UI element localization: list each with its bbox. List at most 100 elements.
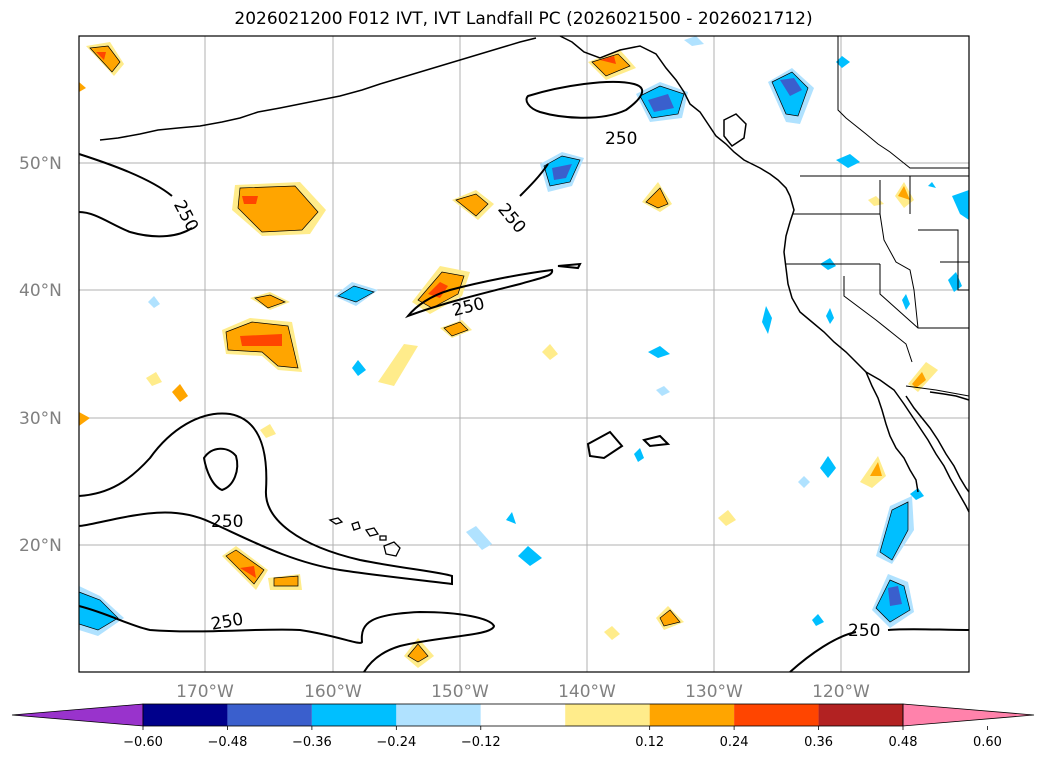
contour-line	[586, 430, 624, 460]
positive-blob	[273, 575, 299, 587]
negative-blob	[518, 546, 542, 566]
positive-blob	[428, 282, 448, 298]
lon-label: 150°W	[431, 682, 489, 702]
ivt-250-contours	[78, 80, 970, 673]
positive-blob	[659, 609, 681, 627]
baja-peninsula	[865, 371, 919, 493]
positive-blob	[242, 196, 258, 204]
positive-blob	[645, 187, 669, 209]
lon-label: 130°W	[685, 682, 743, 702]
political-borders	[786, 36, 970, 397]
colorbar-tick-label: 0.12	[635, 735, 664, 750]
negative-blob	[836, 56, 850, 68]
colorbar-segment	[649, 704, 735, 726]
us-west-coast	[783, 195, 970, 513]
contour-line	[78, 211, 193, 238]
positive-blob	[604, 626, 620, 640]
positive-blob	[237, 185, 319, 233]
colorbar-tick-label: 0.36	[804, 735, 833, 750]
island	[379, 535, 387, 541]
colorbar-frame	[142, 703, 904, 727]
colorbar-tick-label: −0.36	[292, 735, 332, 750]
colorbar-tick-label: −0.12	[461, 735, 501, 750]
colorbar-segment	[396, 704, 481, 726]
lat-label: 30°N	[19, 409, 62, 429]
negative-blob	[910, 488, 924, 500]
positive-blob	[79, 82, 86, 92]
nevada-border	[879, 264, 969, 329]
positive-blob	[240, 566, 256, 578]
positive-blob	[96, 52, 106, 60]
state-line-2	[918, 229, 959, 262]
contour-line	[519, 163, 549, 197]
island	[364, 527, 380, 537]
negative-blob	[928, 182, 936, 188]
mexico-coast	[929, 391, 970, 401]
contour-line	[887, 628, 970, 631]
coastlines	[99, 35, 970, 513]
alaska-canada-border	[837, 36, 969, 169]
colorbar-tick-label: 0.24	[720, 735, 749, 750]
negative-blob	[506, 512, 516, 524]
island	[351, 521, 361, 531]
colorbar-tick-label: −0.48	[208, 735, 248, 750]
positive-blob	[912, 372, 926, 388]
negative-blob	[780, 78, 802, 96]
negative-blob	[352, 360, 366, 376]
negative-blob	[820, 456, 836, 478]
positive-blob	[718, 510, 736, 526]
lon-label: 160°W	[304, 682, 362, 702]
negative-blob	[148, 296, 160, 308]
positive-blob	[443, 321, 469, 337]
negative-blob	[879, 501, 909, 561]
map-frame	[78, 35, 970, 673]
chart-title: 2026021200 F012 IVT, IVT Landfall PC (20…	[234, 9, 813, 29]
negative-blob	[634, 448, 644, 462]
negative-blob	[552, 164, 572, 180]
colorbar-tick-label: 0.60	[973, 735, 1002, 750]
us-mexico-border	[905, 385, 970, 397]
island	[328, 517, 344, 525]
positive-blob	[407, 643, 429, 663]
contour-label: 250	[605, 129, 637, 149]
aleutian-islands	[99, 37, 537, 141]
positive-blob	[870, 462, 882, 476]
contour-line	[789, 631, 857, 673]
gridlines	[79, 36, 969, 672]
colorbar-segment	[143, 704, 228, 726]
lon-label: 120°W	[812, 682, 870, 702]
contour-line	[642, 434, 671, 448]
latitude-labels: 50°N 40°N 30°N 20°N	[19, 154, 62, 556]
positive-blob	[172, 384, 188, 402]
contour-line	[78, 412, 453, 586]
contour-line	[78, 605, 496, 673]
negative-blob	[888, 586, 902, 606]
contour-line	[557, 262, 582, 270]
negative-blob	[952, 190, 969, 220]
map-panel	[79, 36, 969, 672]
longitude-labels: 170°W 160°W 150°W 140°W 130°W 120°W	[176, 682, 870, 702]
contour-label: 250	[848, 621, 880, 641]
negative-blob	[762, 306, 772, 334]
negative-blob	[798, 476, 810, 488]
negative-blob	[684, 36, 704, 46]
vancouver-island	[723, 113, 747, 148]
alaska-coast	[559, 35, 791, 197]
positive-pc-regions	[79, 42, 938, 668]
positive-blob	[254, 294, 286, 309]
positive-blob	[455, 193, 489, 217]
positive-blob	[600, 56, 616, 64]
colorbar-tick-label: −0.24	[376, 735, 416, 750]
positive-blob	[898, 186, 910, 200]
contour-line	[525, 80, 644, 119]
positive-blob	[378, 344, 418, 386]
lat-label: 50°N	[19, 154, 62, 174]
contour-line	[78, 153, 173, 197]
positive-blob	[79, 412, 90, 426]
lon-label: 170°W	[176, 682, 234, 702]
lon-label: 140°W	[558, 682, 616, 702]
positive-blob	[240, 334, 282, 346]
negative-blob	[648, 346, 670, 358]
colorbar-extend-min	[11, 703, 144, 727]
island	[383, 541, 401, 557]
